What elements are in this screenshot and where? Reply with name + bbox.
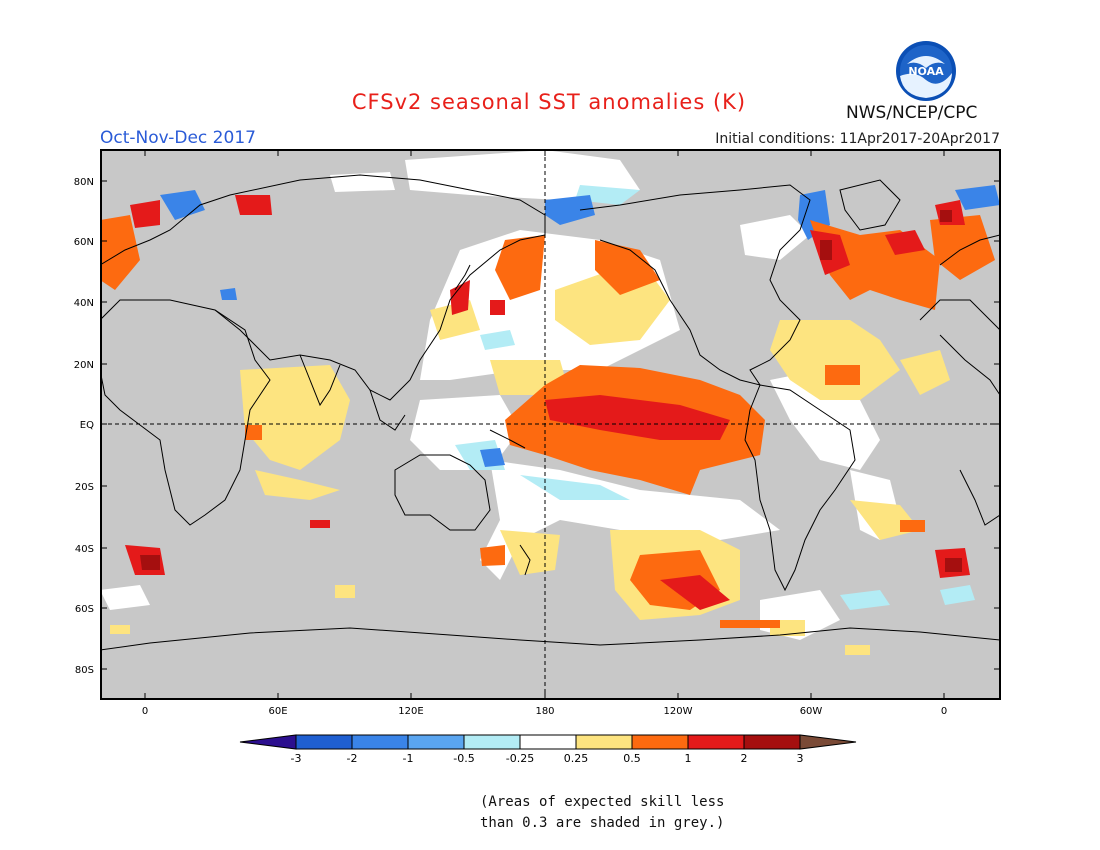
lat-label: 80S [75, 665, 94, 676]
colorbar-label: -0.5 [453, 752, 474, 765]
lon-label: 60W [800, 706, 823, 717]
lat-label: 40N [74, 298, 94, 309]
latitude-axis: 80N 60N 40N 20N EQ 20S 40S 60S 80S [74, 177, 1000, 676]
colorbar-segment [295, 734, 353, 750]
colorbar-label: 0.5 [623, 752, 641, 765]
lat-label: 80N [74, 177, 94, 188]
lon-label: 60E [268, 706, 287, 717]
season-label: Oct-Nov-Dec 2017 [100, 128, 256, 148]
lat-label: 20N [74, 360, 94, 371]
lon-label: 120W [664, 706, 693, 717]
skill-note-line-2: than 0.3 are shaded in grey.) [480, 815, 725, 831]
lon-label: 0 [941, 706, 947, 717]
skill-note: (Areas of expected skill less than 0.3 a… [480, 792, 724, 834]
coastlines [101, 174, 1000, 651]
colorbar-segment [239, 734, 297, 750]
colorbar-segment [575, 734, 633, 750]
colorbar: -3 -2 -1 -0.5 -0.25 0.25 0.5 1 2 3 [239, 734, 857, 765]
lat-label: EQ [80, 420, 94, 431]
noaa-logo-icon: NOAA [896, 41, 956, 101]
skill-note-line-1: (Areas of expected skill less [480, 794, 725, 810]
very-strong-positive-anomaly-areas [140, 210, 962, 572]
lat-label: 60S [75, 604, 94, 615]
agency-label: NWS/NCEP/CPC [846, 103, 978, 123]
initial-conditions-label: Initial conditions: 11Apr2017-20Apr2017 [715, 131, 1000, 147]
logo-text: NOAA [908, 65, 944, 78]
colorbar-label: -3 [291, 752, 302, 765]
colorbar-label: 1 [685, 752, 692, 765]
colorbar-segment [743, 734, 801, 750]
colorbar-label: -0.25 [506, 752, 534, 765]
colorbar-label: 2 [741, 752, 748, 765]
colorbar-label: 3 [797, 752, 804, 765]
longitude-axis: 0 60E 120E 180 120W 60W 0 [142, 150, 947, 717]
lat-label: 20S [75, 482, 94, 493]
lon-label: 0 [142, 706, 148, 717]
map-title: CFSv2 seasonal SST anomalies (K) [351, 90, 747, 114]
colorbar-label: -2 [347, 752, 358, 765]
colorbar-segment [463, 734, 521, 750]
colorbar-segment [351, 734, 409, 750]
colorbar-label: -1 [403, 752, 414, 765]
lat-label: 40S [75, 544, 94, 555]
colorbar-segment [687, 734, 745, 750]
lon-label: 120E [398, 706, 423, 717]
colorbar-segment [519, 734, 577, 750]
lon-label: 180 [535, 706, 554, 717]
colorbar-label: 0.25 [564, 752, 589, 765]
colorbar-segment [799, 734, 857, 750]
colorbar-segment [631, 734, 689, 750]
negative-anomaly-areas [160, 185, 1000, 467]
lat-label: 60N [74, 237, 94, 248]
colorbar-segment [407, 734, 465, 750]
